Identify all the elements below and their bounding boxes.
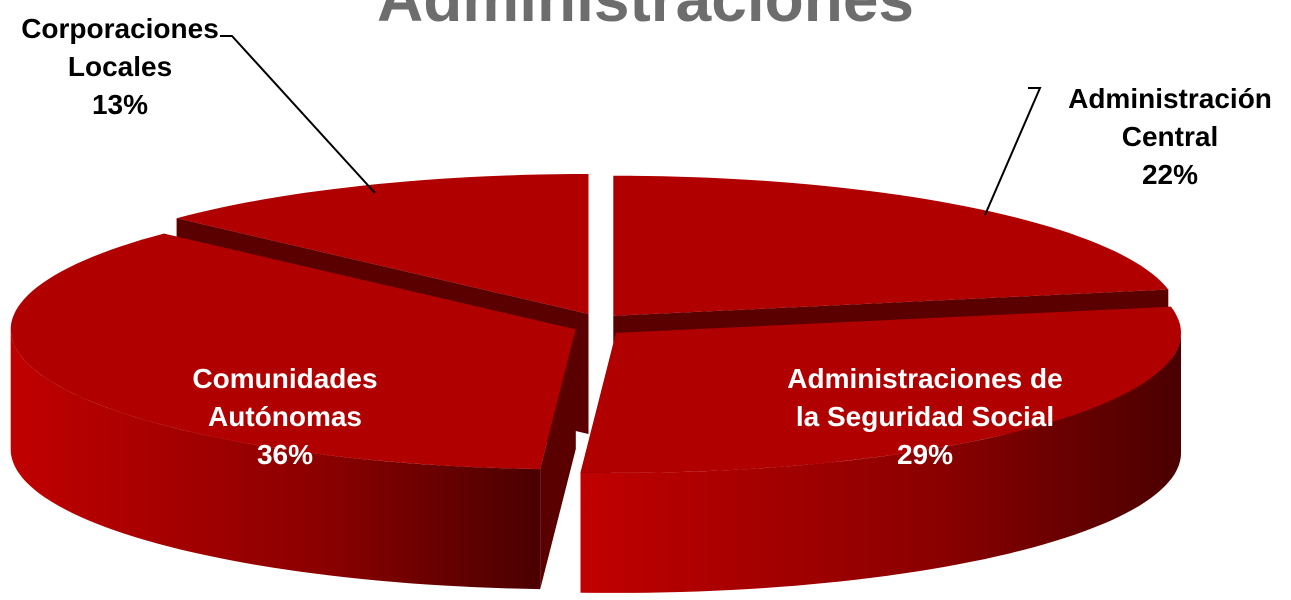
data-label: Corporaciones Locales 13% bbox=[0, 10, 240, 124]
leader-line bbox=[220, 35, 376, 194]
label-value: 22% bbox=[1141, 159, 1199, 190]
label-value: 36% bbox=[256, 439, 314, 470]
slice-top bbox=[176, 174, 589, 314]
label-value: 29% bbox=[896, 439, 954, 470]
leader-line bbox=[984, 87, 1042, 216]
label-category: Administraciones de la Seguridad Social bbox=[787, 363, 1063, 432]
label-value: 13% bbox=[91, 89, 149, 120]
label-category: Corporaciones Locales bbox=[21, 13, 219, 82]
slice-top bbox=[580, 306, 1181, 473]
data-label: Administración Central 22% bbox=[1068, 80, 1272, 194]
label-category: Comunidades Autónomas bbox=[192, 363, 378, 432]
data-label: Comunidades Autónomas 36% bbox=[155, 360, 415, 474]
slice-top bbox=[10, 233, 576, 470]
slice-rim bbox=[580, 332, 1181, 593]
data-label: Administraciones de la Seguridad Social 2… bbox=[780, 360, 1070, 474]
slice bbox=[10, 233, 576, 590]
slice bbox=[580, 306, 1181, 593]
label-category: Administración Central bbox=[1068, 83, 1272, 152]
slice-rim bbox=[10, 329, 541, 590]
chart-title: Administraciones bbox=[0, 0, 1291, 36]
slice-top bbox=[613, 175, 1169, 316]
